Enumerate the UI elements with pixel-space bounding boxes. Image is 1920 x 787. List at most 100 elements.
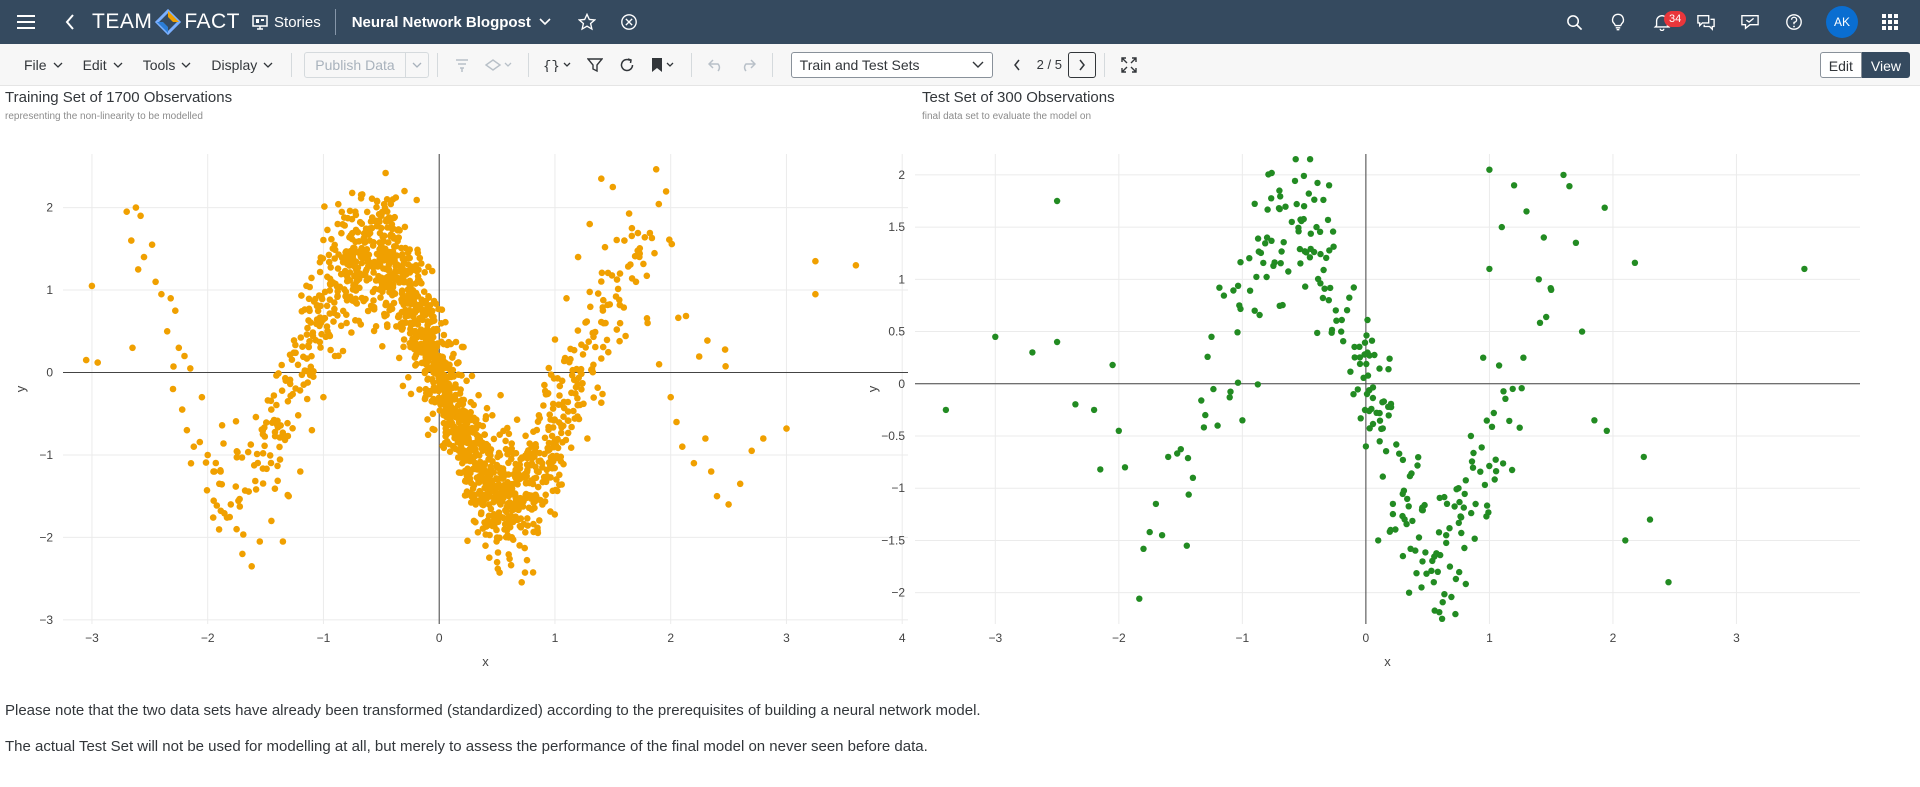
help-icon[interactable] [1780, 8, 1808, 36]
data-point [382, 218, 390, 225]
data-point [1412, 547, 1419, 554]
back-icon[interactable] [56, 0, 84, 44]
app-grid-icon[interactable] [1876, 8, 1904, 36]
data-point [482, 531, 490, 538]
data-point [1226, 394, 1233, 401]
data-point [363, 277, 371, 284]
tools-menu[interactable]: Tools [133, 50, 202, 80]
data-point [527, 477, 535, 484]
edit-menu[interactable]: Edit [73, 50, 133, 80]
data-point [514, 470, 522, 477]
display-menu[interactable]: Display [201, 50, 283, 80]
previous-page-button[interactable] [1003, 52, 1031, 78]
data-point [586, 288, 593, 296]
refresh-icon[interactable] [611, 50, 643, 80]
data-point [506, 555, 513, 563]
data-point [472, 501, 480, 508]
data-point [211, 468, 218, 475]
data-point [248, 563, 255, 570]
data-point [358, 294, 366, 302]
data-point [1347, 368, 1354, 375]
data-point [556, 382, 564, 390]
next-page-button[interactable] [1067, 51, 1096, 78]
data-point [414, 321, 422, 328]
data-point [338, 208, 346, 216]
data-point [407, 325, 414, 333]
data-point [274, 417, 281, 425]
page-select[interactable]: Train and Test Sets [790, 51, 993, 78]
chevron-down-icon[interactable] [406, 62, 428, 68]
data-point [481, 431, 489, 438]
file-menu[interactable]: File [14, 50, 73, 80]
story-title[interactable]: Neural Network Blogpost [351, 13, 531, 31]
data-point [1362, 443, 1370, 450]
data-point [404, 286, 412, 293]
notifications-bell-icon[interactable]: 34 [1648, 8, 1687, 36]
data-point [373, 203, 380, 211]
training-chart-subtitle: representing the non-linearity to be mod… [5, 111, 203, 122]
data-point [1396, 450, 1403, 457]
y-tick-label: 1 [46, 283, 53, 297]
view-mode-button[interactable]: View [1861, 52, 1910, 78]
edit-menu-label: Edit [82, 56, 107, 73]
data-point [334, 220, 342, 228]
fullscreen-icon[interactable] [1113, 50, 1145, 80]
training-scatter-plot[interactable]: −3 −2 −1 0 1 2 3 4 −3 −2 −1 0 1 2 x y [0, 150, 910, 670]
close-circle-icon[interactable] [615, 8, 643, 36]
link-dimensions-icon[interactable] [478, 50, 520, 80]
data-point [1357, 415, 1364, 422]
data-point [544, 447, 552, 454]
data-point [343, 319, 350, 327]
data-point [278, 361, 286, 369]
feedback-icon[interactable] [1736, 8, 1764, 36]
stories-link[interactable]: Stories [252, 14, 321, 31]
favorite-star-icon[interactable] [573, 8, 601, 36]
data-point [521, 544, 528, 552]
data-point [585, 338, 592, 345]
data-point [451, 424, 459, 432]
redo-icon[interactable] [732, 50, 764, 80]
data-point [1202, 411, 1209, 419]
publish-data-button[interactable]: Publish Data [304, 51, 429, 78]
edit-mode-button[interactable]: Edit [1819, 52, 1862, 78]
data-point [1382, 448, 1390, 455]
data-point [587, 303, 594, 311]
page-counter: 2 / 5 [1036, 57, 1062, 72]
chat-bubbles-icon[interactable] [1692, 8, 1720, 36]
divider [771, 52, 773, 77]
lightbulb-icon[interactable] [1604, 8, 1632, 36]
data-point [1376, 409, 1383, 417]
data-point [530, 528, 537, 536]
data-point [387, 272, 395, 279]
data-point [298, 308, 306, 315]
data-point [783, 425, 790, 432]
data-point [1471, 535, 1478, 542]
data-point [554, 435, 561, 443]
test-scatter-plot[interactable]: −3 −2 −1 0 1 2 3 −2 −1.5 −1 −0.5 0 0.5 1 1.5 2 x y [865, 150, 1915, 670]
data-point [521, 569, 529, 576]
data-point [1483, 417, 1490, 424]
data-point [259, 480, 267, 487]
formula-icon[interactable]: {} [537, 50, 579, 80]
data-point [399, 293, 407, 300]
data-point [317, 254, 325, 261]
menu-icon[interactable] [0, 0, 52, 44]
format-icon[interactable] [446, 50, 478, 80]
bookmark-icon[interactable] [643, 50, 683, 80]
filter-icon[interactable] [579, 50, 611, 80]
data-point [240, 531, 247, 538]
data-point [461, 434, 468, 442]
data-point [812, 257, 819, 265]
user-avatar[interactable]: AK [1826, 6, 1858, 38]
y-tick-label: −1 [39, 448, 53, 462]
data-point [736, 480, 744, 488]
search-icon[interactable] [1560, 8, 1588, 36]
undo-icon[interactable] [700, 50, 732, 80]
data-point [354, 228, 362, 236]
data-point [494, 549, 502, 556]
app-logo[interactable]: TEAM FACT [92, 8, 240, 36]
data-point [1409, 517, 1416, 525]
y-tick-label: −2 [891, 586, 905, 600]
chevron-down-icon[interactable] [539, 18, 551, 26]
data-point [335, 200, 342, 208]
